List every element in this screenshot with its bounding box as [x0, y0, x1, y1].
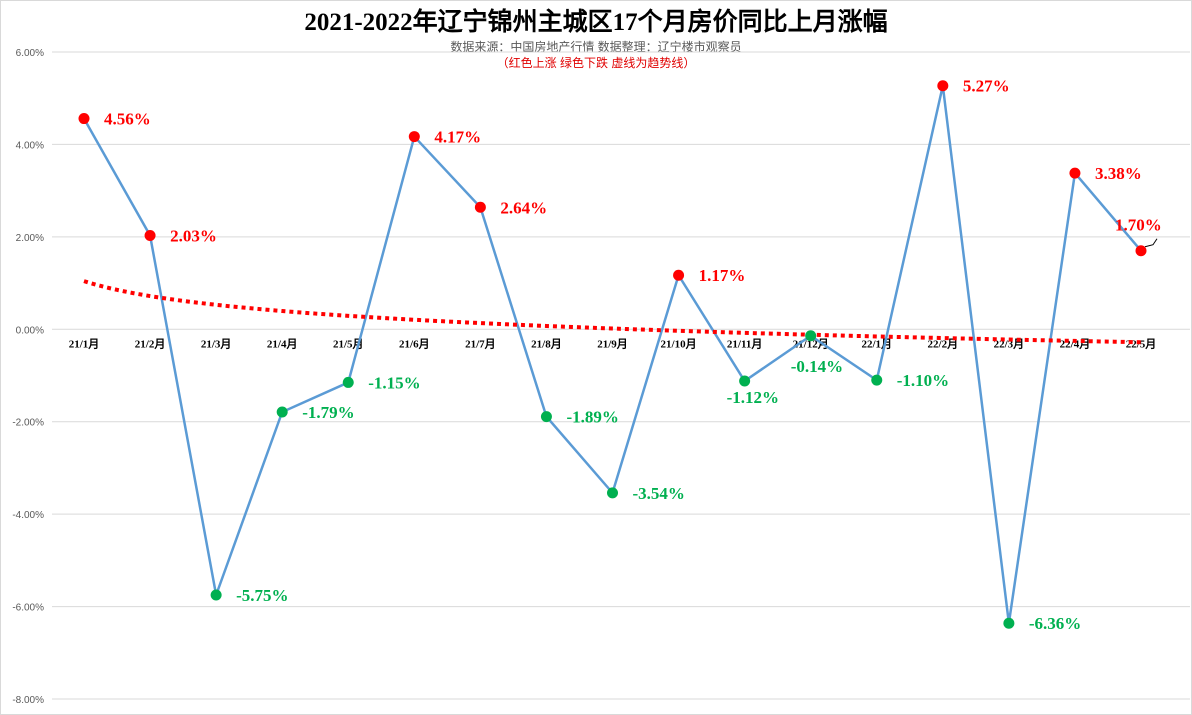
chart-subtitle: 数据来源：中国房地产行情 数据整理：辽宁楼市观察员	[450, 40, 742, 54]
data-point	[1003, 617, 1015, 629]
data-label: -1.89%	[566, 408, 618, 427]
data-point	[1135, 245, 1147, 257]
data-point	[474, 201, 486, 213]
y-tick-label: 2.00%	[16, 233, 44, 244]
series-line	[82, 85, 1142, 624]
y-tick-label: -4.00%	[12, 510, 44, 521]
data-label: -6.36%	[1029, 614, 1081, 633]
y-tick-label: 4.00%	[16, 140, 44, 151]
data-point	[408, 131, 420, 143]
y-tick-label: -2.00%	[12, 418, 44, 429]
data-point	[871, 374, 883, 386]
data-label: -1.15%	[368, 373, 420, 392]
data-label: 3.38%	[1095, 164, 1142, 183]
x-tick-label: 21/7月	[465, 337, 496, 350]
data-point	[1069, 167, 1081, 179]
data-label: -1.79%	[302, 403, 354, 422]
data-point	[78, 113, 90, 125]
data-point	[540, 411, 552, 423]
trendline	[83, 279, 1142, 345]
data-label: 1.70%	[1115, 216, 1162, 235]
data-point	[342, 376, 354, 388]
y-tick-label: 0.00%	[16, 325, 44, 336]
data-label: 4.56%	[104, 110, 151, 129]
x-tick-label: 21/1月	[69, 337, 100, 350]
x-tick-label: 21/5月	[333, 337, 364, 350]
data-label: 2.64%	[500, 198, 547, 217]
data-label: -1.10%	[897, 371, 949, 390]
y-tick-label: 6.00%	[16, 48, 44, 59]
data-label: -5.75%	[236, 586, 288, 605]
data-label: 1.17%	[699, 266, 746, 285]
data-point	[607, 487, 618, 499]
data-point	[937, 80, 949, 92]
data-label: -3.54%	[633, 484, 685, 503]
data-label: 2.03%	[170, 226, 217, 245]
data-point	[276, 406, 288, 418]
data-label: -1.12%	[727, 388, 779, 407]
x-tick-label: 21/8月	[531, 337, 562, 350]
x-tick-label: 21/6月	[399, 337, 430, 350]
x-tick-label: 21/3月	[201, 337, 232, 350]
data-point	[210, 589, 222, 601]
y-tick-label: -6.00%	[12, 603, 44, 614]
y-tick-label: -8.00%	[12, 695, 44, 706]
x-tick-label: 22/5月	[1126, 337, 1157, 350]
data-label: 4.17%	[434, 128, 481, 147]
data-point	[739, 375, 751, 387]
x-tick-label: 21/2月	[135, 337, 166, 350]
data-point	[805, 330, 817, 342]
x-tick-label: 21/11月	[727, 337, 762, 350]
data-point	[673, 269, 685, 281]
data-label: 5.27%	[963, 77, 1010, 96]
data-point	[144, 229, 156, 241]
x-tick-label: 21/4月	[267, 337, 298, 350]
chart-note: （红色上涨 绿色下跌 虚线为趋势线）	[496, 56, 696, 70]
data-label: -0.14%	[791, 357, 843, 376]
label-leader-line	[1144, 238, 1158, 248]
x-tick-label: 21/10月	[661, 337, 697, 350]
chart-title: 2021-2022年辽宁锦州主城区17个月房价同比上月涨幅	[304, 9, 888, 36]
x-tick-label: 21/9月	[597, 337, 628, 350]
x-tick-label: 22/1月	[861, 337, 892, 350]
x-tick-label: 22/2月	[928, 337, 959, 350]
